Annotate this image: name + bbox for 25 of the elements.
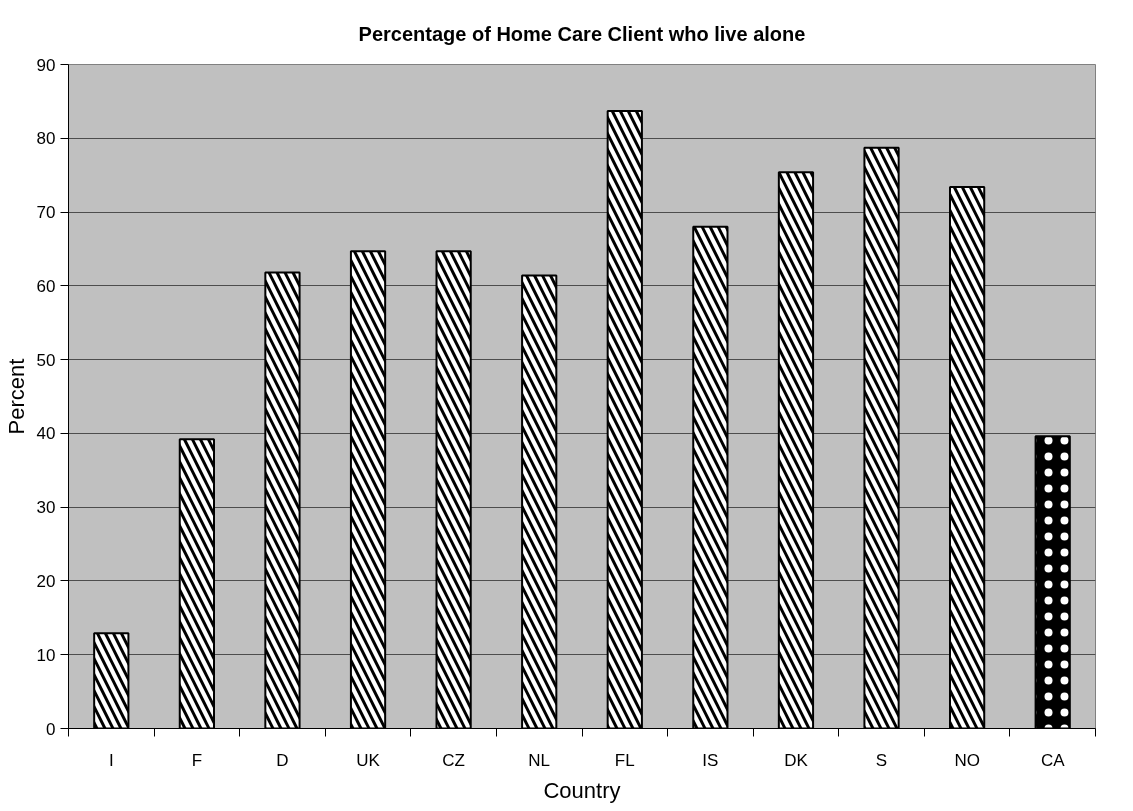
y-tick-label: 80 [36,129,56,149]
y-tick-label: 20 [36,571,56,591]
x-tick-label: FL [614,750,635,770]
x-tick-label: CA [1040,750,1066,770]
x-tick-label: IS [702,750,719,770]
x-tick-label: NO [954,750,980,770]
x-tick-label: F [191,750,203,770]
y-tick-label: 30 [36,498,56,518]
y-tick-label: 60 [36,276,56,296]
chart-title: Percentage of Home Care Client who live alone [358,22,806,45]
y-tick-label: 40 [36,424,56,444]
x-tick-label: S [875,750,888,770]
y-tick-label: 90 [36,55,56,75]
x-tick-label: D [276,750,289,770]
x-axis-title: Country [543,777,621,803]
y-tick-label: 50 [36,350,56,370]
y-tick-label: 70 [36,203,56,223]
y-tick-label: 10 [36,645,56,665]
x-tick-label: UK [356,750,381,770]
x-tick-label: DK [784,750,809,770]
x-tick-label: NL [528,750,551,770]
x-tick-label: CZ [442,750,465,770]
x-tick-label: I [108,750,114,770]
y-tick-label: 0 [46,719,56,739]
y-axis-title: Percent [3,358,29,435]
